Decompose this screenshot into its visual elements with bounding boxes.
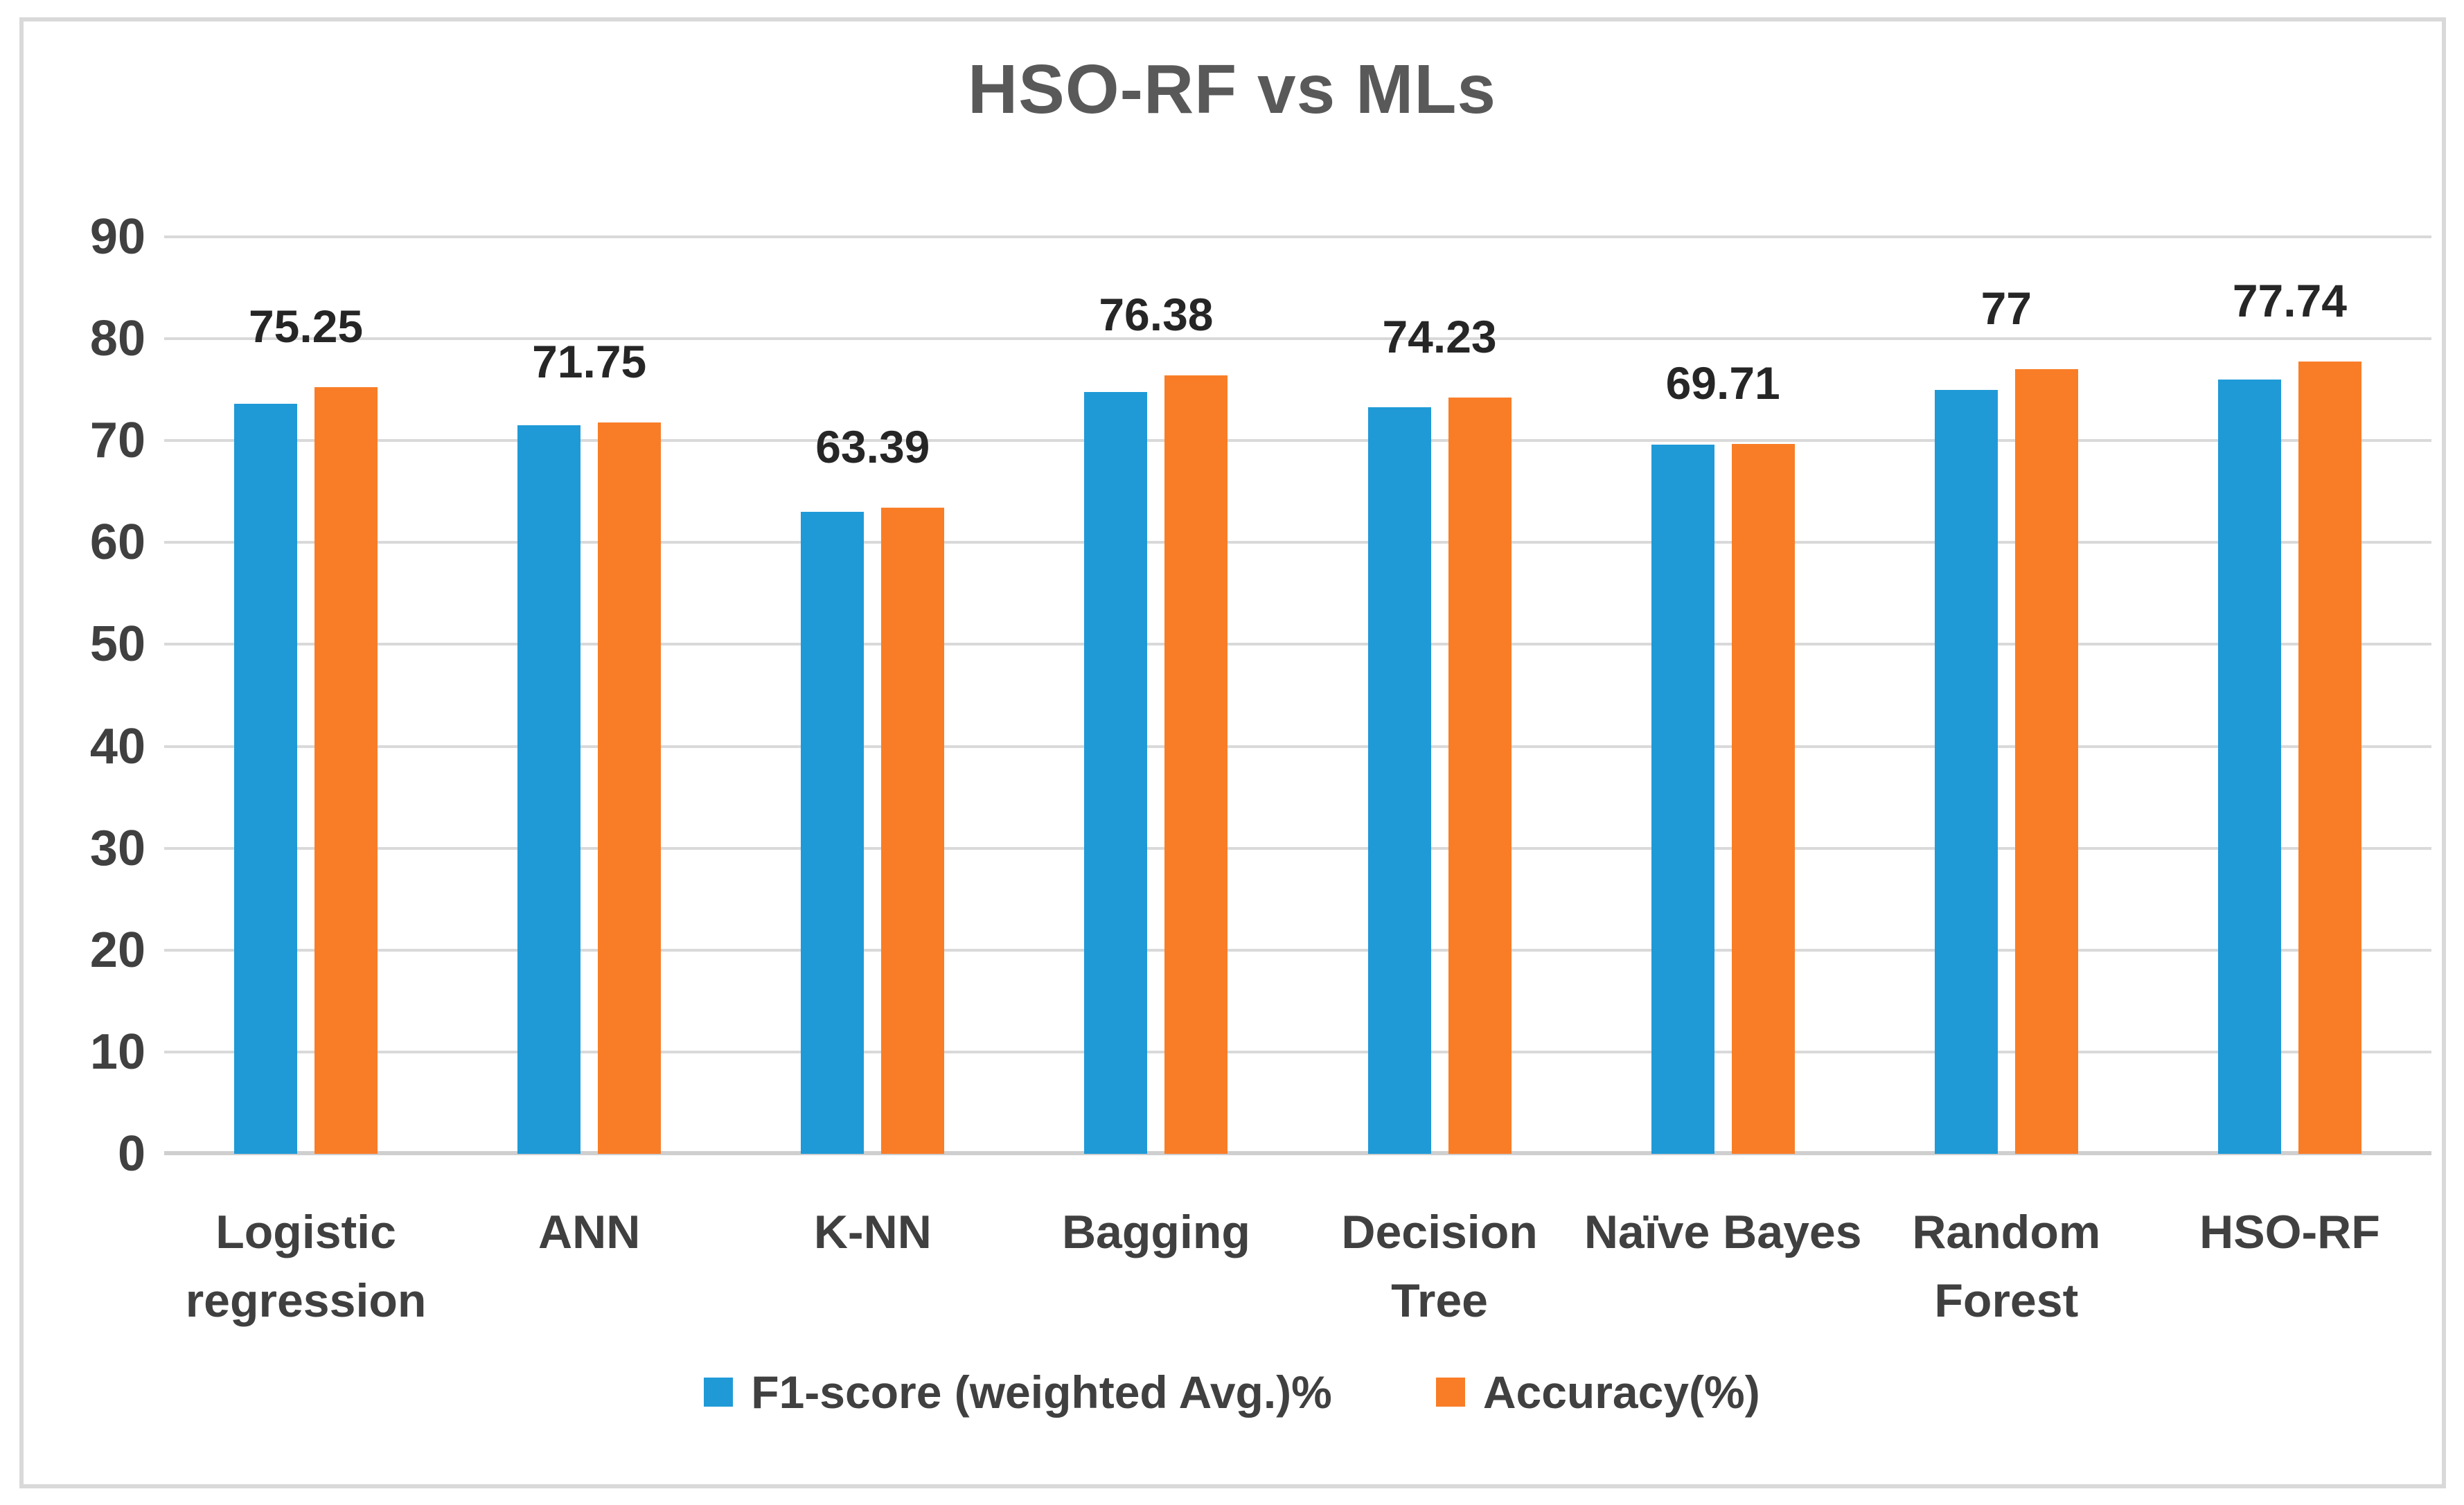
gridline-30 (164, 846, 2431, 850)
category-group-5: 74.23 (1298, 237, 1581, 1154)
category-group-2: 71.75 (447, 237, 731, 1154)
legend: F1-score (weighted Avg.)% Accuracy(%) (0, 1366, 2464, 1418)
f1-score-bar (1084, 391, 1148, 1154)
f1-score-bar (1367, 407, 1431, 1154)
gridline-0 (164, 1151, 2431, 1155)
y-tick-label-60: 60 (89, 515, 145, 571)
data-label: 75.25 (248, 301, 364, 352)
data-label: 77 (1980, 283, 2032, 335)
y-tick-label-20: 20 (89, 922, 145, 978)
plot-area: 75.25 71.75 63.39 76.38 74.23 69.71 77 77.74 (164, 235, 2431, 1155)
x-label-2: ANN (538, 1206, 641, 1258)
bar-pair (447, 237, 731, 1154)
gridline-20 (164, 948, 2431, 952)
x-label-5: Decision Tree (1341, 1206, 1538, 1327)
gridline-10 (164, 1050, 2431, 1053)
category-group-6: 69.71 (1581, 237, 1865, 1154)
bar-pair (1298, 237, 1581, 1154)
y-tick-label-40: 40 (89, 718, 145, 774)
gridline-40 (164, 745, 2431, 748)
category-group-1: 75.25 (164, 237, 447, 1154)
category-group-4: 76.38 (1014, 237, 1297, 1154)
accuracy-bar (598, 422, 662, 1154)
f1-score-bar (801, 512, 865, 1154)
f1-score-bar (1934, 389, 1998, 1154)
y-tick-label-90: 90 (89, 209, 145, 265)
x-label-6: Naïve Bayes (1584, 1206, 1862, 1258)
legend-item-accuracy: Accuracy(%) (1435, 1366, 1760, 1418)
y-tick-label-0: 0 (117, 1126, 145, 1182)
f1-score-bar (234, 404, 298, 1154)
f1-score-bar (517, 425, 581, 1154)
legend-label-f1: F1-score (weighted Avg.)% (751, 1366, 1332, 1418)
y-tick-label-50: 50 (89, 616, 145, 673)
f1-score-bar (2217, 379, 2281, 1154)
data-label: 69.71 (1665, 357, 1780, 409)
category-group-8: 77.74 (2148, 237, 2431, 1154)
y-tick-label-10: 10 (89, 1024, 145, 1080)
data-label: 76.38 (1099, 289, 1214, 341)
bar-pair (2148, 237, 2431, 1154)
chart-title: HSO-RF vs MLs (967, 51, 1497, 128)
x-label-3: K-NN (813, 1206, 932, 1258)
x-label-4: Bagging (1061, 1206, 1250, 1258)
accuracy-series-swatch-icon (1435, 1378, 1465, 1407)
y-tick-label-30: 30 (89, 820, 145, 876)
bar-pair (164, 237, 447, 1154)
data-label: 74.23 (1382, 311, 1497, 362)
gridline-90 (164, 235, 2431, 238)
gridline-50 (164, 643, 2431, 646)
x-label-1: Logistic regression (185, 1206, 427, 1327)
legend-item-f1: F1-score (weighted Avg.)% (704, 1366, 1332, 1418)
x-label-7: Random Forest (1912, 1206, 2101, 1327)
category-group-7: 77 (1865, 237, 2148, 1154)
gridline-60 (164, 541, 2431, 544)
gridline-70 (164, 439, 2431, 443)
accuracy-bar (1448, 398, 1512, 1154)
x-axis-labels: Logistic regression ANN K-NN Bagging Decisio… (164, 1198, 2431, 1335)
x-label-8: HSO-RF (2199, 1206, 2380, 1258)
accuracy-bar (881, 508, 945, 1154)
bar-pair (1581, 237, 1865, 1154)
bar-pair (1014, 237, 1297, 1154)
gridline-80 (164, 337, 2431, 341)
data-label: 71.75 (532, 336, 647, 388)
data-label: 63.39 (815, 421, 930, 473)
accuracy-bar (2298, 362, 2361, 1154)
category-group-3: 63.39 (731, 237, 1014, 1154)
bars-layer: 75.25 71.75 63.39 76.38 74.23 69.71 77 77.74 (164, 237, 2431, 1154)
data-label: 77.74 (2232, 275, 2348, 327)
accuracy-bar (2014, 369, 2078, 1154)
y-tick-label-80: 80 (89, 311, 145, 367)
legend-label-accuracy: Accuracy(%) (1482, 1366, 1760, 1418)
accuracy-bar (314, 387, 378, 1154)
bar-pair (1865, 237, 2148, 1154)
f1-series-swatch-icon (704, 1378, 734, 1407)
bar-pair (731, 237, 1014, 1154)
accuracy-bar (1731, 443, 1795, 1154)
accuracy-bar (1164, 375, 1228, 1154)
f1-score-bar (1651, 445, 1714, 1154)
y-tick-label-70: 70 (89, 413, 145, 469)
